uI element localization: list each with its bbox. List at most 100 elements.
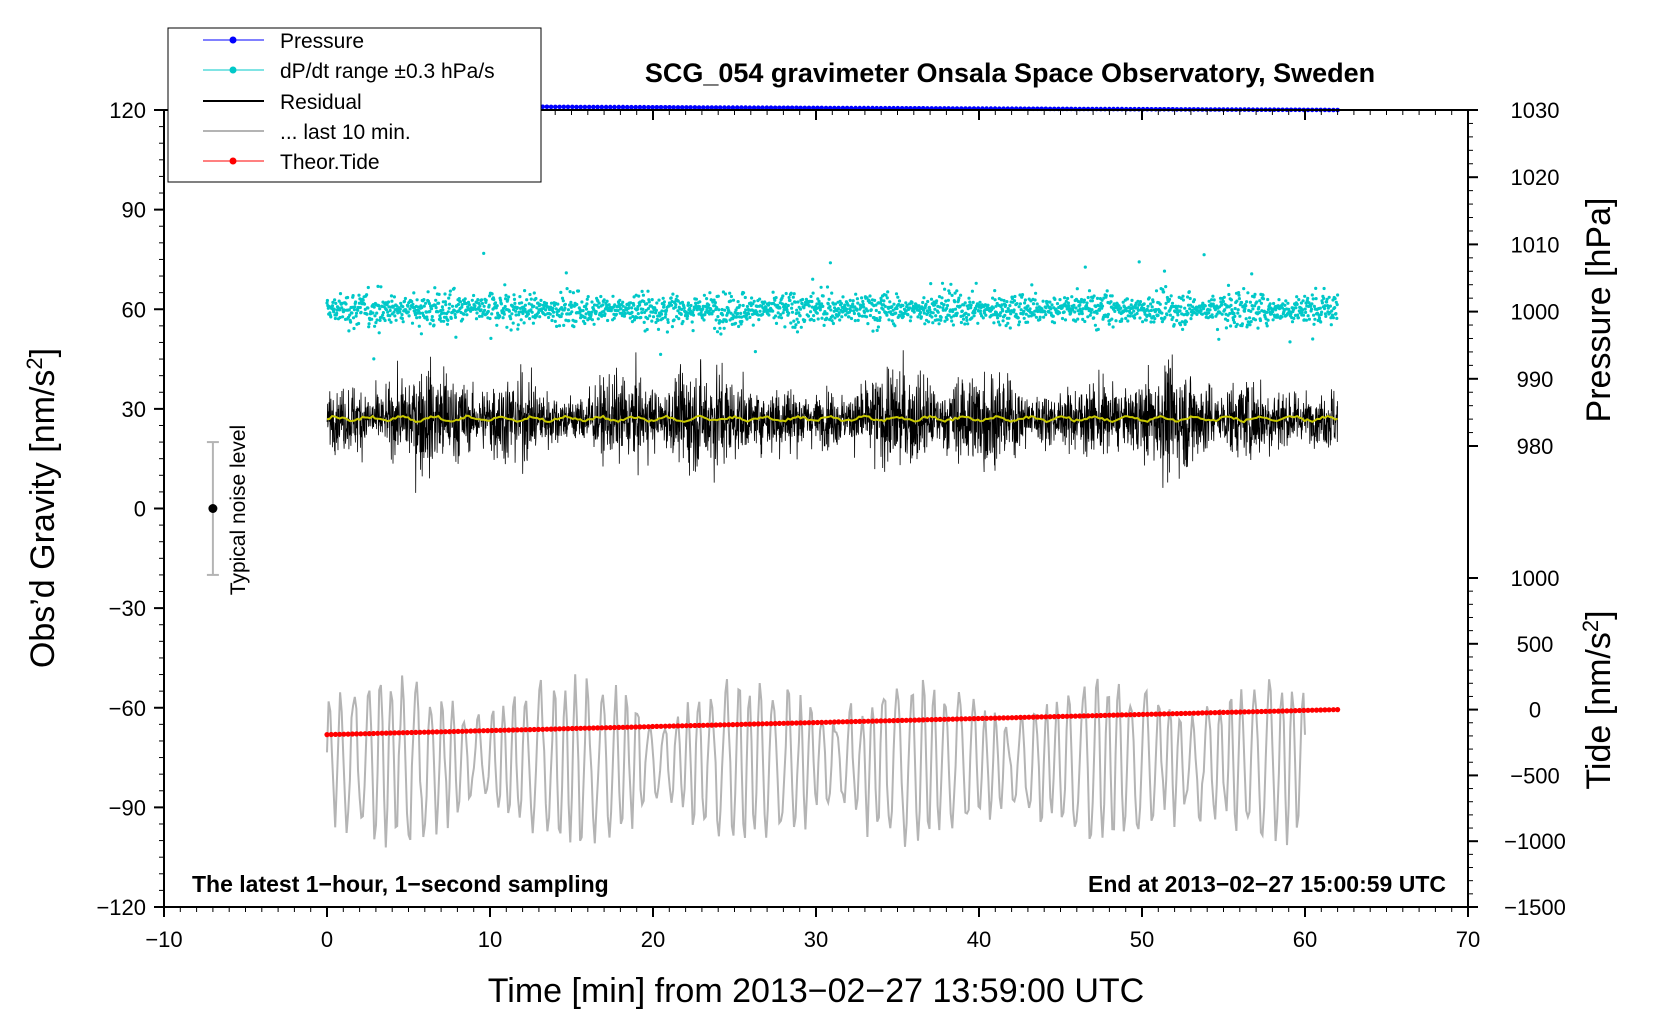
pressure-point [620,104,626,110]
dpdt-point [810,305,814,309]
dpdt-point [782,308,786,312]
dpdt-point [1136,299,1140,303]
dpdt-point [675,315,679,319]
dpdt-point [1320,301,1324,305]
y-axis-label-pressure: Pressure [hPa] [1580,198,1618,423]
dpdt-point [1328,304,1332,308]
dpdt-point [609,309,613,313]
dpdt-point [447,306,451,310]
tide-point [451,728,457,735]
dpdt-point [960,309,964,313]
dpdt-point [332,310,336,314]
dpdt-point [650,298,654,302]
tide-point [535,726,542,733]
dpdt-point [1233,314,1237,318]
dpdt-point [522,321,526,325]
tide-tick-label: 0 [1529,698,1541,723]
dpdt-point [928,308,932,312]
dpdt-point [655,301,659,305]
tide-point [1132,712,1138,718]
dpdt-point [981,316,985,320]
legend-item-pressure: Pressure [203,30,364,53]
dpdt-point [885,296,889,300]
tide-point [1292,708,1298,714]
dpdt-point [329,315,333,319]
dpdt-point [330,304,335,308]
dpdt-point [366,285,370,290]
dpdt-point [927,320,931,324]
dpdt-point [509,317,513,321]
dpdt-point [1181,294,1185,298]
dpdt-point [728,291,732,295]
dpdt-point [474,307,478,311]
dpdt-point [897,302,901,307]
pressure-point [747,105,753,110]
dpdt-point [948,291,952,295]
tide-point [1203,710,1210,716]
pressure-tick-label: 1030 [1511,98,1560,123]
tide-point [1212,710,1218,716]
dpdt-point [1319,312,1323,317]
dpdt-point [999,298,1004,302]
dpdt-point [897,299,902,303]
dpdt-point [560,312,564,316]
dpdt-point [901,303,905,308]
dpdt-point [717,308,721,312]
dpdt-point [511,304,515,309]
tide-point [696,722,702,729]
dpdt-point [627,303,631,307]
dpdt-point [1008,304,1012,308]
dpdt-point [821,304,825,308]
tide-point [392,730,398,736]
dpdt-point [645,327,649,332]
annotation-sampling: The latest 1−hour, 1−second sampling [192,871,609,897]
dpdt-point [437,301,441,305]
y-tick-label: −90 [109,795,146,820]
dpdt-point [792,319,796,323]
dpdt-point [1148,314,1152,318]
dpdt-point [795,317,799,321]
tide-point [463,728,470,734]
dpdt-point [849,308,853,313]
tide-point [1326,707,1332,713]
dpdt-point [407,314,411,318]
dpdt-point [1023,298,1027,302]
dpdt-point [993,298,997,302]
dpdt-point [690,320,694,324]
dpdt-point [1004,303,1008,307]
dpdt-point [799,325,803,329]
pressure-point [781,105,786,111]
dpdt-point [943,319,947,323]
dpdt-point [555,324,559,328]
dpdt-point [370,317,374,321]
dpdt-point [388,308,392,313]
dpdt-point [1066,301,1070,305]
dpdt-point [1016,316,1020,320]
pressure-point [650,105,655,110]
dpdt-point [822,323,826,327]
dpdt-point [531,321,536,325]
dpdt-point [1088,313,1092,317]
tide-point [705,722,711,728]
dpdt-point [798,314,802,318]
dpdt-point [507,295,511,299]
dpdt-point [390,299,394,303]
pressure-point [548,104,554,110]
dpdt-point [1151,300,1155,304]
tide-point [1153,711,1159,717]
dpdt-point [865,315,869,319]
dpdt-point [798,307,803,311]
dpdt-point [1121,300,1125,304]
pressure-point [734,105,740,110]
pressure-point [603,104,609,110]
tide-point [468,728,474,734]
tide-point [869,718,876,724]
tide-point [1288,708,1294,714]
dpdt-point [509,328,513,332]
tide-point [1318,707,1324,713]
dpdt-point [457,297,461,301]
pressure-point [713,105,719,110]
dpdt-point [392,310,396,314]
dpdt-point [473,304,477,308]
dpdt-point [1336,293,1340,297]
